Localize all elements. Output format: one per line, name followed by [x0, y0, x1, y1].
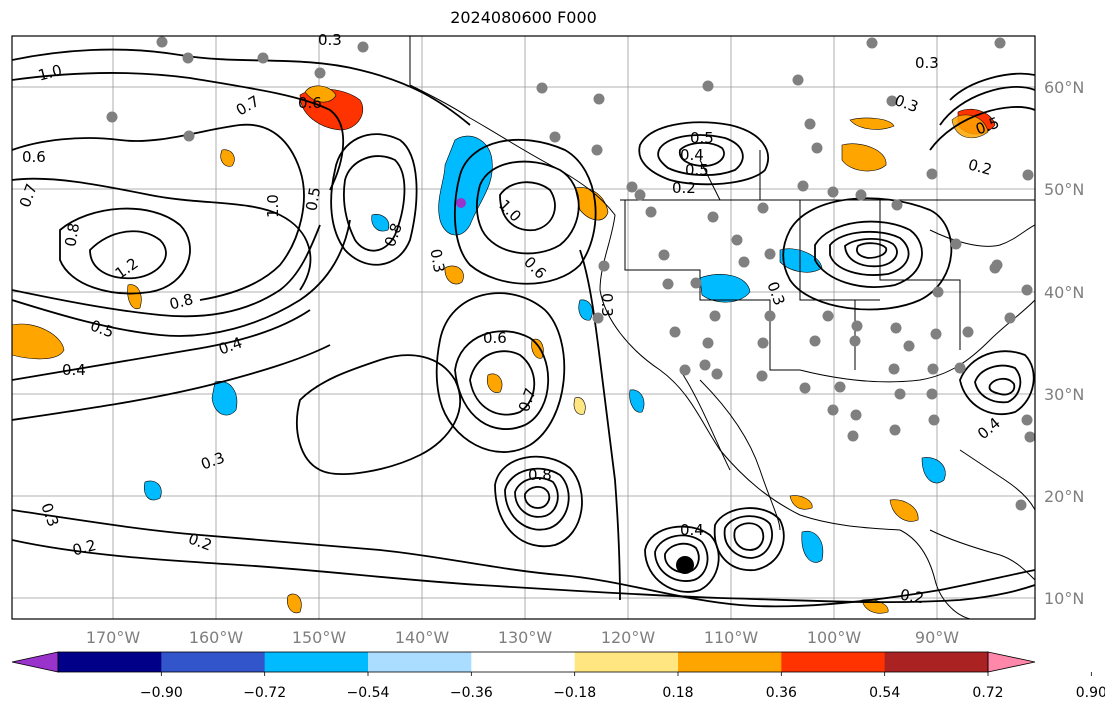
longitude-label: 150°W [292, 628, 347, 647]
contour-label: 0.5 [690, 129, 714, 147]
colorbar-tick-label: −0.54 [347, 685, 390, 701]
contour-label: 0.4 [62, 361, 86, 379]
longitude-label: 110°W [704, 628, 759, 647]
orange-patch [220, 149, 235, 167]
blue-patch [144, 480, 162, 501]
contour-label: 0.2 [966, 155, 994, 179]
latitude-labels: 60°N 50°N 40°N 30°N 20°N 10°N [1044, 78, 1084, 608]
blue-patch [779, 248, 823, 273]
longitude-labels: 170°W 160°W 150°W 140°W 130°W 120°W 110°W 100°W… [86, 628, 959, 647]
contour-label: 1.0 [36, 61, 64, 85]
latitude-label: 60°N [1044, 78, 1084, 97]
figure-title: 2024080600 F000 [450, 8, 597, 27]
colorbar-segment [574, 652, 679, 672]
contours [12, 48, 1035, 608]
contour-label: 0.8 [61, 221, 83, 248]
contour-label: 0.4 [680, 521, 704, 539]
station-dots [106, 36, 1035, 511]
contour-label: 0.5 [302, 186, 324, 213]
orange-patch [573, 397, 586, 415]
colorbar-tick-label: −0.36 [450, 685, 493, 701]
colorbar-extend-low [11, 651, 59, 673]
colorbar-segment [161, 652, 266, 672]
colorbar-tick-label: 0.72 [972, 685, 1003, 701]
colorbar-tick-label: −0.18 [553, 685, 596, 701]
contour-label: 1.0 [264, 194, 282, 218]
contour-label: 0.3 [598, 293, 616, 317]
longitude-label: 90°W [915, 628, 959, 647]
longitude-label: 130°W [498, 628, 553, 647]
contour-label: 0.6 [22, 148, 46, 166]
longitude-label: 160°W [189, 628, 244, 647]
colorbar-tick-label: 0.36 [766, 685, 797, 701]
latitude-label: 10°N [1044, 589, 1084, 608]
contour-label: 0.6 [298, 94, 322, 112]
longitude-label: 100°W [807, 628, 862, 647]
orange-patch [304, 85, 337, 103]
colorbar [11, 651, 1036, 673]
contour-label: 0.4 [680, 146, 704, 164]
latitude-label: 30°N [1044, 385, 1084, 404]
latitude-label: 40°N [1044, 283, 1084, 302]
contour-label: 0.8 [528, 466, 552, 484]
orange-patch [287, 593, 302, 614]
contour-label: 0.2 [70, 536, 98, 560]
longitude-label: 170°W [86, 628, 141, 647]
colorbar-tick-label: −0.90 [140, 685, 183, 701]
coastlines [409, 36, 1035, 619]
orange-patch [444, 265, 464, 285]
orange-patch [487, 373, 503, 393]
contour-label: 0.6 [483, 329, 507, 347]
orange-patch [889, 499, 919, 522]
colorbar-border [57, 651, 989, 673]
orange-patch [531, 338, 544, 359]
map-frame [11, 35, 1036, 620]
contour-label: 0.8 [167, 290, 195, 314]
longitude-label: 140°W [395, 628, 450, 647]
colorbar-extend-high [987, 651, 1036, 673]
blue-patch [578, 299, 593, 321]
colorbar-segment [884, 652, 989, 672]
orange-patch [951, 114, 989, 139]
shaded-patches [12, 85, 996, 614]
orange-patch [849, 117, 895, 130]
orange-patch [12, 323, 65, 360]
map-background [12, 36, 1035, 619]
blue-patch [801, 530, 824, 563]
latitude-label: 50°N [1044, 180, 1084, 199]
contour-label: 0.3 [318, 31, 342, 49]
latitude-label: 20°N [1044, 487, 1084, 506]
contour-label: 0.5 [685, 161, 709, 179]
blue-patch [371, 214, 390, 232]
contour-label: 0.2 [672, 179, 696, 197]
colorbar-tick-label: 0.90 [1076, 685, 1105, 701]
orange-patch [841, 143, 887, 172]
contour-label: 0.2 [899, 586, 926, 608]
colorbar-segment [678, 652, 782, 672]
blue-patch [629, 389, 645, 413]
colorbar-tick-label: −0.72 [243, 685, 286, 701]
colorbar-tick-label: 0.18 [662, 685, 693, 701]
colorbar-tick-label: 0.54 [869, 685, 900, 701]
colorbar-segment [471, 652, 576, 672]
longitude-label: 120°W [601, 628, 656, 647]
blue-patch [438, 135, 493, 236]
colorbar-segment [264, 652, 369, 672]
colorbar-segment [781, 652, 886, 672]
colorbar-segment [58, 652, 162, 672]
contour-label: 0.3 [915, 54, 939, 72]
purple-patch [456, 198, 466, 208]
blue-patch [921, 457, 946, 484]
blue-patch [211, 381, 238, 416]
colorbar-segment [368, 652, 472, 672]
colorbar-tick-labels: −0.90 −0.72 −0.54 −0.36 −0.18 0.18 0.36 0.54 0.7… [140, 672, 1105, 701]
black-station-dot [676, 556, 694, 574]
orange-patch [789, 495, 813, 510]
contour-label: 0.3 [426, 247, 448, 274]
orange-patch [127, 284, 142, 310]
